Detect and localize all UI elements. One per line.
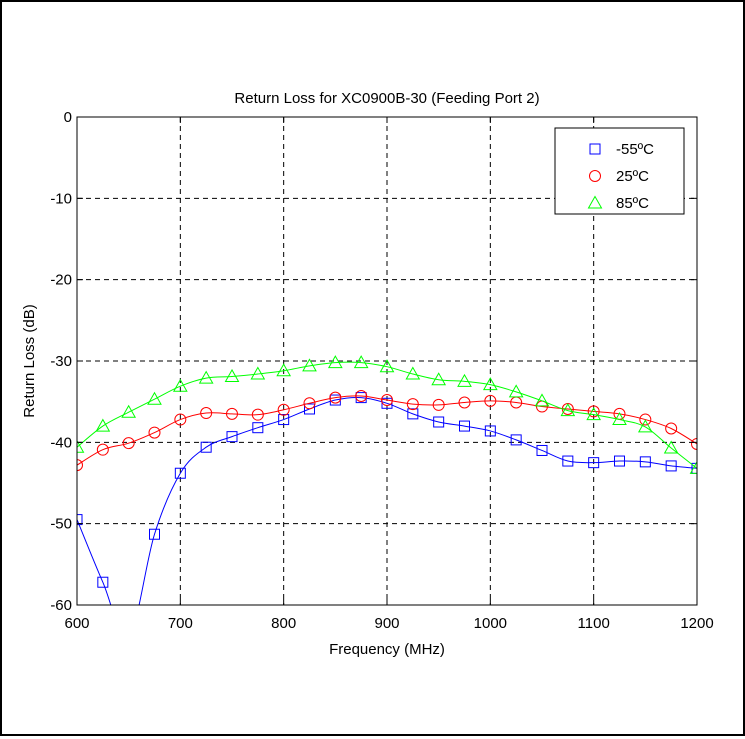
data-point-85c bbox=[534, 393, 550, 407]
data-point-minus55c bbox=[484, 425, 496, 437]
data-point-25c bbox=[639, 413, 652, 426]
series-layer bbox=[77, 355, 697, 605]
data-point-85c bbox=[663, 440, 679, 454]
data-point-minus55c bbox=[562, 455, 574, 467]
y-tick-label: -30 bbox=[50, 353, 72, 370]
chart-title: Return Loss for XC0900B-30 (Feeding Port… bbox=[234, 90, 539, 107]
data-point-25c bbox=[303, 397, 316, 410]
data-point-minus55c bbox=[149, 528, 160, 540]
y-tick-label: -20 bbox=[50, 272, 72, 289]
x-tick-label: 600 bbox=[64, 615, 89, 632]
data-point-85c bbox=[95, 418, 111, 432]
x-axis-label: Frequency (MHz) bbox=[329, 641, 445, 658]
y-axis-label: Return Loss (dB) bbox=[21, 304, 38, 417]
data-point-25c bbox=[458, 396, 471, 409]
data-point-25c bbox=[355, 389, 368, 402]
data-point-85c bbox=[276, 363, 292, 377]
x-tick-label: 900 bbox=[374, 615, 399, 632]
data-point-85c bbox=[586, 407, 602, 421]
x-tick-label: 1100 bbox=[578, 615, 610, 632]
data-point-minus55c bbox=[536, 444, 548, 456]
x-tick-label: 1000 bbox=[474, 615, 507, 632]
data-point-85c bbox=[250, 366, 266, 380]
x-tick-label: 800 bbox=[271, 615, 296, 632]
y-tick-label: -40 bbox=[50, 434, 72, 451]
data-point-85c bbox=[172, 378, 188, 392]
legend-marker-85c bbox=[587, 195, 603, 209]
data-point-85c bbox=[379, 359, 395, 373]
data-point-85c bbox=[560, 403, 576, 417]
y-tick-label: -10 bbox=[50, 190, 72, 207]
data-point-85c bbox=[224, 368, 240, 382]
data-point-minus55c bbox=[459, 420, 470, 432]
data-point-25c bbox=[691, 437, 697, 450]
data-point-85c bbox=[457, 373, 472, 387]
data-point-minus55c bbox=[691, 462, 697, 474]
data-point-minus55c bbox=[407, 408, 419, 420]
data-point-85c bbox=[147, 391, 162, 405]
data-point-85c bbox=[689, 460, 697, 474]
data-point-25c bbox=[226, 407, 238, 420]
data-point-25c bbox=[174, 413, 187, 426]
series-line-85c bbox=[77, 361, 697, 469]
data-point-minus55c bbox=[665, 460, 677, 472]
x-tick-label: 1200 bbox=[680, 615, 713, 632]
data-point-85c bbox=[637, 419, 653, 433]
legend-marker-minus55c bbox=[589, 143, 601, 155]
data-point-85c bbox=[405, 366, 421, 380]
data-point-25c bbox=[665, 422, 678, 435]
data-point-minus55c bbox=[588, 457, 600, 469]
data-point-85c bbox=[77, 439, 85, 453]
data-point-25c bbox=[329, 391, 342, 404]
legend-marker-25c bbox=[589, 170, 601, 182]
data-point-minus55c bbox=[97, 576, 109, 588]
data-point-25c bbox=[251, 408, 264, 421]
legend-label-minus55c: -55ºC bbox=[616, 141, 654, 158]
data-point-minus55c bbox=[77, 514, 83, 526]
legend-label-25c: 25ºC bbox=[616, 168, 649, 185]
data-point-minus55c bbox=[614, 455, 625, 467]
y-tick-label: 0 bbox=[64, 109, 72, 126]
data-point-85c bbox=[508, 384, 524, 398]
data-point-85c bbox=[121, 404, 137, 418]
series-line-minus55c bbox=[77, 396, 697, 605]
data-point-85c bbox=[302, 358, 317, 372]
data-point-25c bbox=[381, 394, 393, 407]
data-point-25c bbox=[96, 443, 109, 456]
data-point-85c bbox=[327, 355, 343, 369]
data-point-minus55c bbox=[304, 403, 315, 415]
data-point-minus55c bbox=[226, 431, 238, 443]
data-point-minus55c bbox=[200, 441, 212, 453]
data-point-25c bbox=[200, 407, 213, 420]
data-point-minus55c bbox=[252, 422, 264, 434]
legend-box bbox=[554, 127, 685, 215]
data-point-85c bbox=[198, 370, 214, 384]
data-point-minus55c bbox=[639, 456, 651, 468]
data-point-85c bbox=[612, 412, 627, 426]
legend: -55ºC 25ºC 85ºC bbox=[554, 127, 685, 215]
data-point-85c bbox=[431, 372, 447, 386]
legend-label-85c: 85ºC bbox=[616, 195, 649, 212]
data-point-minus55c bbox=[433, 416, 445, 428]
ticks: 600 700 800 900 1000 1100 1200 0 -10 -20 -30 -40 -50… bbox=[50, 109, 713, 632]
data-point-minus55c bbox=[510, 434, 522, 446]
y-tick-label: -50 bbox=[50, 516, 72, 533]
data-point-25c bbox=[77, 459, 83, 472]
x-tick-label: 700 bbox=[168, 615, 193, 632]
data-point-85c bbox=[353, 355, 369, 369]
series-line-25c bbox=[77, 395, 697, 466]
data-point-25c bbox=[587, 405, 600, 418]
data-point-25c bbox=[432, 398, 445, 411]
data-point-minus55c bbox=[174, 467, 186, 479]
data-point-25c bbox=[484, 394, 497, 407]
data-point-25c bbox=[406, 398, 419, 411]
data-point-25c bbox=[277, 403, 290, 416]
y-tick-label: -60 bbox=[50, 597, 72, 614]
data-point-minus55c bbox=[278, 414, 290, 426]
data-point-85c bbox=[482, 377, 498, 391]
data-point-25c bbox=[148, 426, 161, 439]
data-point-25c bbox=[122, 437, 135, 450]
